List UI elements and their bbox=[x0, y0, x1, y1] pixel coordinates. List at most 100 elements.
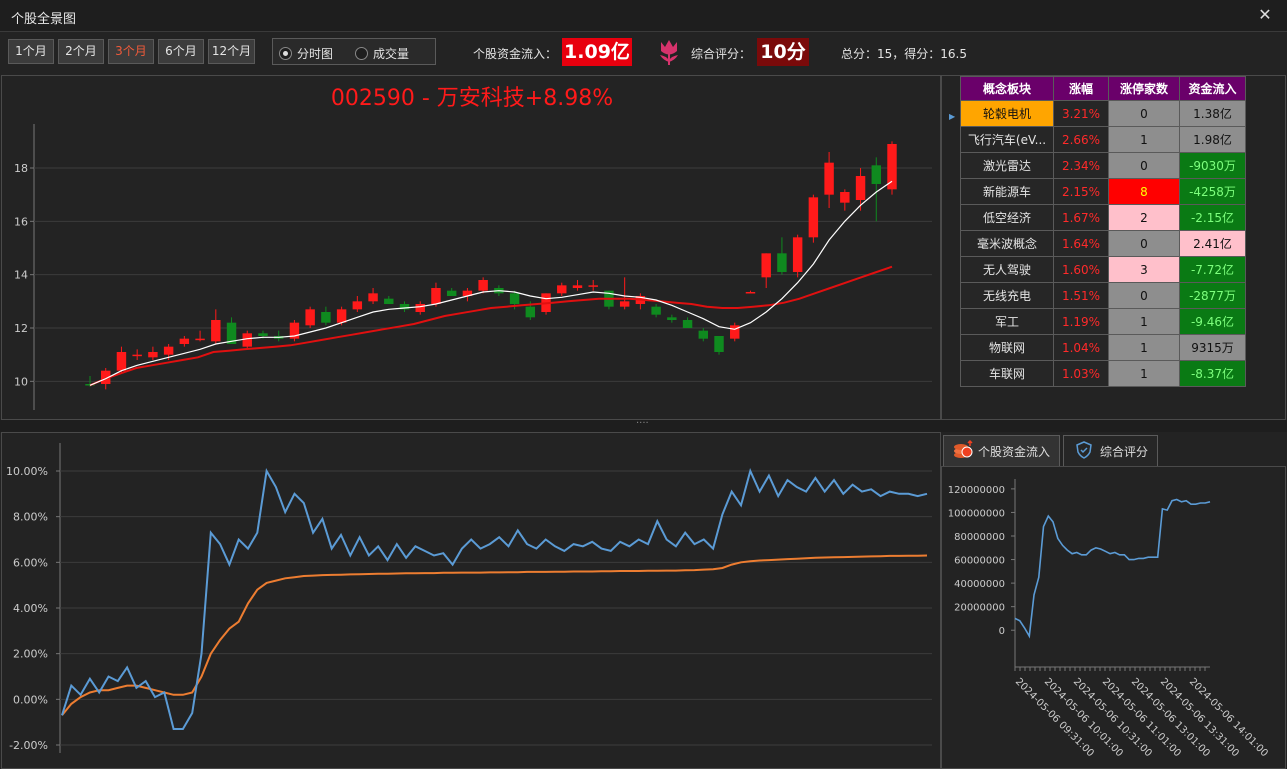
candle bbox=[509, 293, 520, 304]
coin-stack-icon bbox=[952, 439, 974, 464]
cell-flow: -2.15亿 bbox=[1179, 204, 1246, 231]
period-button[interactable]: 6个月 bbox=[158, 39, 204, 64]
cell-change: 1.04% bbox=[1053, 334, 1109, 361]
close-icon[interactable]: ✕ bbox=[1258, 5, 1272, 24]
table-row[interactable]: 无人驾驶 1.60% 3 -7.72亿 bbox=[960, 256, 1246, 283]
table-row[interactable]: 车联网 1.03% 1 -8.37亿 bbox=[960, 360, 1246, 387]
candle bbox=[321, 312, 331, 323]
table-row[interactable]: 激光雷达 2.34% 0 -9030万 bbox=[960, 152, 1246, 179]
cell-change: 1.60% bbox=[1053, 256, 1109, 283]
y-tick-label: 10.00% bbox=[6, 465, 48, 478]
candle bbox=[446, 290, 457, 296]
flow-panel: 120000000 100000000 80000000 60000000 400000… bbox=[941, 466, 1286, 769]
cell-name: 毫米波概念 bbox=[960, 230, 1054, 257]
cell-change: 2.15% bbox=[1053, 178, 1109, 205]
cell-change: 1.51% bbox=[1053, 282, 1109, 309]
kline-panel: 10 12 14 16 18 002590 - 万安科技+8.98% bbox=[1, 75, 941, 420]
cell-limit-up: 8 bbox=[1108, 178, 1180, 205]
cell-name: 新能源车 bbox=[960, 178, 1054, 205]
cell-change: 1.67% bbox=[1053, 204, 1109, 231]
candle bbox=[415, 304, 425, 312]
radio-intraday[interactable]: 分时图 bbox=[279, 45, 333, 62]
period-button[interactable]: 2个月 bbox=[58, 39, 104, 64]
cell-limit-up: 1 bbox=[1108, 360, 1180, 387]
row-pointer-icon: ▶ bbox=[949, 112, 956, 121]
view-mode-group: 分时图 成交量 bbox=[272, 38, 436, 65]
candle bbox=[808, 197, 819, 238]
radio-label-intraday: 分时图 bbox=[297, 47, 334, 61]
table-row[interactable]: 军工 1.19% 1 -9.46亿 bbox=[960, 308, 1246, 335]
y-tick-label: 20000000 bbox=[954, 603, 1005, 614]
cell-limit-up: 0 bbox=[1108, 282, 1180, 309]
candle bbox=[667, 317, 677, 320]
radio-dot-intraday[interactable] bbox=[279, 47, 292, 60]
candle bbox=[132, 354, 142, 357]
table-row[interactable]: 无线充电 1.51% 0 -2877万 bbox=[960, 282, 1246, 309]
candle bbox=[211, 320, 221, 342]
y-tick-label: 60000000 bbox=[954, 556, 1005, 567]
candle bbox=[242, 333, 252, 347]
tulip-icon bbox=[656, 38, 682, 66]
y-tick-label: 10 bbox=[14, 375, 28, 388]
y-tick-label: 18 bbox=[14, 162, 28, 175]
table-row[interactable]: 物联网 1.04% 1 9315万 bbox=[960, 334, 1246, 361]
cell-change: 1.64% bbox=[1053, 230, 1109, 257]
candle bbox=[619, 301, 630, 307]
y-tick-label: 16 bbox=[14, 215, 28, 228]
column-header[interactable]: 概念板块 bbox=[960, 76, 1054, 101]
splitter[interactable]: ···· bbox=[0, 418, 1287, 432]
concept-table: 概念板块 涨幅 涨停家数 资金流入 轮毂电机 3.21% 0 1.38亿 飞行汽车(eV...… bbox=[960, 76, 1246, 387]
y-tick-label: 8.00% bbox=[13, 511, 48, 524]
column-header[interactable]: 涨幅 bbox=[1053, 76, 1109, 101]
candle bbox=[163, 346, 174, 355]
flow-label: 个股资金流入： bbox=[473, 47, 558, 61]
candle bbox=[352, 301, 363, 310]
candle bbox=[431, 288, 441, 304]
candle bbox=[399, 304, 410, 310]
cell-limit-up: 3 bbox=[1108, 256, 1180, 283]
cell-change: 2.34% bbox=[1053, 152, 1109, 179]
y-tick-label: 12 bbox=[14, 322, 28, 335]
candle bbox=[682, 320, 693, 328]
radio-dot-volume[interactable] bbox=[355, 47, 368, 60]
table-row[interactable]: 新能源车 2.15% 8 -4258万 bbox=[960, 178, 1246, 205]
cell-limit-up: 0 bbox=[1108, 100, 1180, 127]
candle bbox=[148, 352, 158, 358]
table-row[interactable]: 飞行汽车(eV... 2.66% 1 1.98亿 bbox=[960, 126, 1246, 153]
candle bbox=[289, 322, 300, 339]
y-tick-label: 4.00% bbox=[13, 602, 48, 615]
candle bbox=[792, 237, 803, 272]
candle bbox=[478, 280, 488, 291]
candle bbox=[714, 336, 724, 352]
tab-composite-score[interactable]: 综合评分 bbox=[1063, 435, 1158, 467]
y-tick-label: 120000000 bbox=[948, 485, 1005, 496]
period-button[interactable]: 3个月 bbox=[108, 39, 154, 64]
period-button[interactable]: 1个月 bbox=[8, 39, 54, 64]
candle bbox=[462, 290, 473, 296]
candle bbox=[777, 253, 787, 272]
candle bbox=[305, 309, 315, 326]
cell-name: 激光雷达 bbox=[960, 152, 1054, 179]
cell-flow: 2.41亿 bbox=[1179, 230, 1246, 257]
cell-name: 飞行汽车(eV... bbox=[960, 126, 1054, 153]
cell-name: 低空经济 bbox=[960, 204, 1054, 231]
table-row[interactable]: 毫米波概念 1.64% 0 2.41亿 bbox=[960, 230, 1246, 257]
cell-change: 2.66% bbox=[1053, 126, 1109, 153]
table-row[interactable]: 低空经济 1.67% 2 -2.15亿 bbox=[960, 204, 1246, 231]
intraday-panel: 10.00% 8.00% 6.00% 4.00% 2.00% 0.00% -2.00% bbox=[1, 432, 941, 769]
table-row[interactable]: 轮毂电机 3.21% 0 1.38亿 bbox=[960, 100, 1246, 127]
price-line bbox=[61, 468, 928, 730]
cell-name: 军工 bbox=[960, 308, 1054, 335]
cell-limit-up: 0 bbox=[1108, 152, 1180, 179]
y-tick-label: 14 bbox=[14, 269, 28, 282]
splitter-grip[interactable]: ···· bbox=[636, 418, 649, 429]
cell-limit-up: 1 bbox=[1108, 308, 1180, 335]
cell-flow: -8.37亿 bbox=[1179, 360, 1246, 387]
radio-volume[interactable]: 成交量 bbox=[355, 45, 409, 62]
column-header[interactable]: 涨停家数 bbox=[1108, 76, 1180, 101]
column-header[interactable]: 资金流入 bbox=[1179, 76, 1246, 101]
candle bbox=[651, 306, 661, 315]
tab-stock-flow[interactable]: 个股资金流入 bbox=[943, 435, 1060, 467]
period-button[interactable]: 12个月 bbox=[208, 39, 255, 64]
y-tick-label: -2.00% bbox=[9, 739, 48, 752]
